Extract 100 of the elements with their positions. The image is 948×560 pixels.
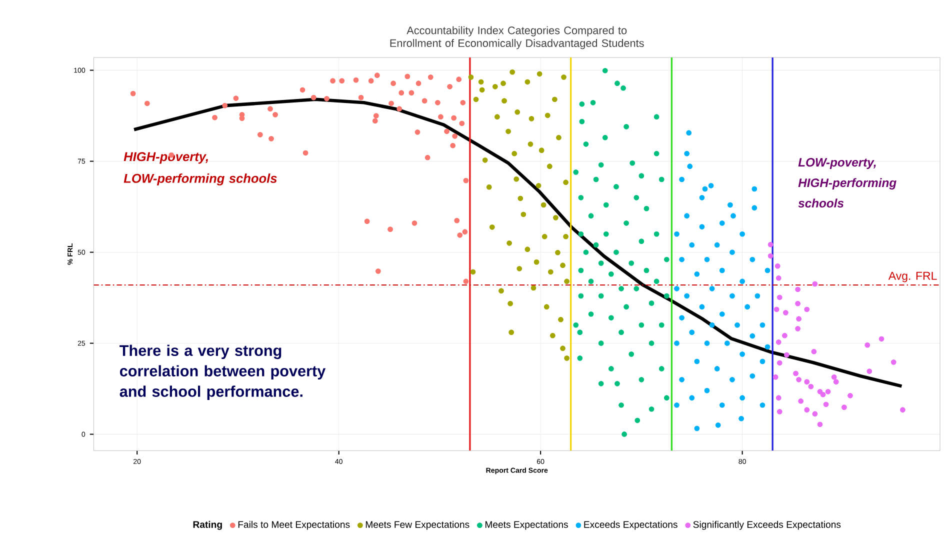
point xyxy=(730,293,735,299)
point xyxy=(740,278,745,284)
point xyxy=(804,407,810,413)
point xyxy=(866,368,872,374)
point xyxy=(457,232,463,238)
point xyxy=(144,100,150,106)
point xyxy=(760,322,766,328)
point xyxy=(679,315,684,320)
point xyxy=(463,178,469,184)
point xyxy=(719,268,725,274)
point xyxy=(492,84,498,90)
point xyxy=(760,402,766,408)
point xyxy=(552,96,558,102)
point xyxy=(233,96,239,101)
point xyxy=(489,224,495,230)
point xyxy=(339,78,345,84)
point xyxy=(774,306,780,312)
point xyxy=(740,395,745,401)
point xyxy=(257,132,263,138)
point xyxy=(428,74,434,80)
point xyxy=(563,180,568,186)
point xyxy=(796,376,802,382)
point xyxy=(368,78,374,84)
point xyxy=(714,366,720,372)
point xyxy=(817,389,823,394)
point xyxy=(310,94,316,100)
point xyxy=(793,370,798,376)
point xyxy=(396,106,402,112)
point xyxy=(719,220,725,226)
point xyxy=(684,150,690,156)
point xyxy=(825,389,831,394)
legend-label: Fails to Meet Expectations xyxy=(238,520,350,530)
point xyxy=(456,76,462,82)
point xyxy=(679,176,684,182)
point xyxy=(730,250,735,255)
point xyxy=(764,268,770,274)
point xyxy=(776,294,782,300)
point xyxy=(514,176,520,182)
point xyxy=(719,402,725,408)
point xyxy=(478,79,484,85)
point xyxy=(820,392,826,398)
point xyxy=(330,78,336,84)
point xyxy=(795,286,800,292)
point xyxy=(494,114,500,120)
point xyxy=(804,379,810,385)
point xyxy=(714,242,720,248)
point xyxy=(795,326,800,332)
point xyxy=(890,360,896,365)
point xyxy=(422,98,428,104)
point xyxy=(358,94,364,100)
point xyxy=(414,129,420,135)
point xyxy=(831,374,837,380)
point xyxy=(796,316,802,322)
point xyxy=(764,344,770,350)
point xyxy=(708,182,714,188)
point xyxy=(486,184,492,190)
point xyxy=(398,90,404,96)
point xyxy=(556,134,562,140)
point xyxy=(364,218,370,224)
point xyxy=(679,256,684,262)
point xyxy=(561,74,566,80)
point xyxy=(674,286,680,292)
point xyxy=(730,376,735,382)
point xyxy=(772,374,778,380)
point xyxy=(502,98,507,104)
point xyxy=(689,395,695,401)
point xyxy=(776,395,782,401)
point xyxy=(438,114,444,120)
point xyxy=(783,310,788,316)
point xyxy=(518,196,524,202)
point xyxy=(674,231,680,237)
point xyxy=(878,336,884,342)
point xyxy=(508,300,513,306)
point xyxy=(679,376,684,382)
ref-line-label: Avg. FRL xyxy=(888,272,937,282)
point xyxy=(817,422,823,428)
point xyxy=(784,352,790,358)
point xyxy=(500,80,506,86)
point xyxy=(524,79,530,85)
point xyxy=(412,220,418,226)
point xyxy=(460,100,466,106)
point xyxy=(709,322,715,328)
point xyxy=(674,340,680,346)
point xyxy=(704,388,710,394)
point xyxy=(823,402,829,408)
legend-label: Significantly Exceeds Expectations xyxy=(693,520,841,530)
point xyxy=(768,253,774,259)
point xyxy=(548,269,554,275)
point xyxy=(564,356,570,361)
point xyxy=(750,256,756,262)
annotation: LOW-poverty, HIGH-performing schools xyxy=(798,158,896,208)
point xyxy=(536,182,542,188)
point xyxy=(534,259,540,265)
point xyxy=(776,360,782,366)
point xyxy=(558,316,564,322)
legend-label: Meets Expectations xyxy=(485,520,568,530)
point xyxy=(528,141,534,147)
point xyxy=(694,426,700,432)
point xyxy=(740,231,745,237)
point xyxy=(520,212,526,218)
